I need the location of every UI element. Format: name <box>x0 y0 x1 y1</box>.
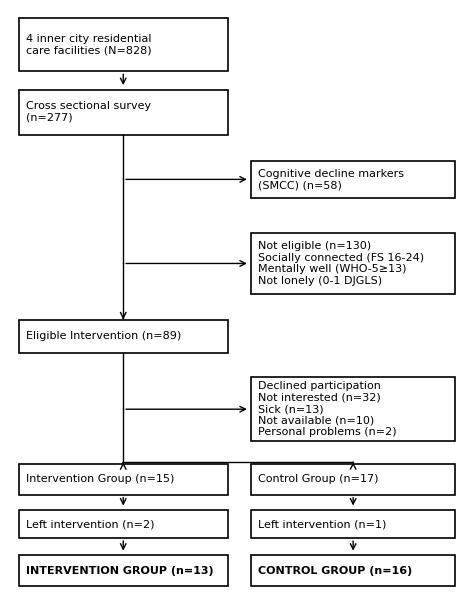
Bar <box>19 464 228 495</box>
Text: INTERVENTION GROUP (n=13): INTERVENTION GROUP (n=13) <box>26 565 214 576</box>
Bar <box>19 19 228 72</box>
Text: Cognitive decline markers
(SMCC) (n=58): Cognitive decline markers (SMCC) (n=58) <box>258 168 404 190</box>
Text: Not eligible (n=130)
Socially connected (FS 16-24)
Mentally well (WHO-5≥13)
Not : Not eligible (n=130) Socially connected … <box>258 241 424 286</box>
Bar <box>251 377 455 441</box>
Text: Intervention Group (n=15): Intervention Group (n=15) <box>26 474 174 484</box>
Text: CONTROL GROUP (n=16): CONTROL GROUP (n=16) <box>258 565 412 576</box>
Bar <box>251 555 455 586</box>
Text: Declined participation
Not interested (n=32)
Sick (n=13)
Not available (n=10)
Pe: Declined participation Not interested (n… <box>258 381 397 438</box>
Text: Cross sectional survey
(n=277): Cross sectional survey (n=277) <box>26 101 151 123</box>
Text: 4 inner city residential
care facilities (N=828): 4 inner city residential care facilities… <box>26 34 152 56</box>
Text: Control Group (n=17): Control Group (n=17) <box>258 474 379 484</box>
Bar <box>19 319 228 353</box>
Bar <box>251 161 455 198</box>
Bar <box>19 90 228 134</box>
Bar <box>251 510 455 538</box>
Bar <box>19 510 228 538</box>
Text: Left intervention (n=2): Left intervention (n=2) <box>26 519 155 529</box>
Bar <box>251 233 455 294</box>
Bar <box>251 464 455 495</box>
Bar <box>19 555 228 586</box>
Text: Left intervention (n=1): Left intervention (n=1) <box>258 519 387 529</box>
Text: Eligible Intervention (n=89): Eligible Intervention (n=89) <box>26 331 182 341</box>
